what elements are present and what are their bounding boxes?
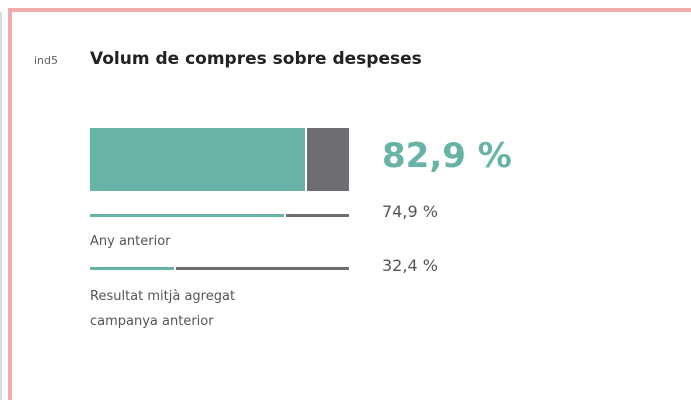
- value-label: 82,9 %: [382, 136, 512, 176]
- bar-remainder: [306, 128, 349, 191]
- indicator-id: ind5: [34, 54, 59, 67]
- frame-border: [8, 8, 12, 400]
- frame-border: [8, 8, 691, 12]
- bar: [90, 214, 284, 217]
- bar-remainder: [285, 214, 349, 217]
- chart-title: Volum de compres sobre despeses: [90, 49, 422, 69]
- category-label: Resultat mitjà agregat campanya anterior: [90, 289, 236, 329]
- value-label: 74,9 %: [382, 202, 438, 221]
- value-label: 32,4 %: [382, 256, 438, 275]
- category-label: Any anterior: [90, 234, 171, 249]
- bar: [90, 267, 174, 270]
- frame-edge: [0, 12, 2, 400]
- bar: [90, 128, 305, 191]
- bar-remainder: [175, 267, 349, 270]
